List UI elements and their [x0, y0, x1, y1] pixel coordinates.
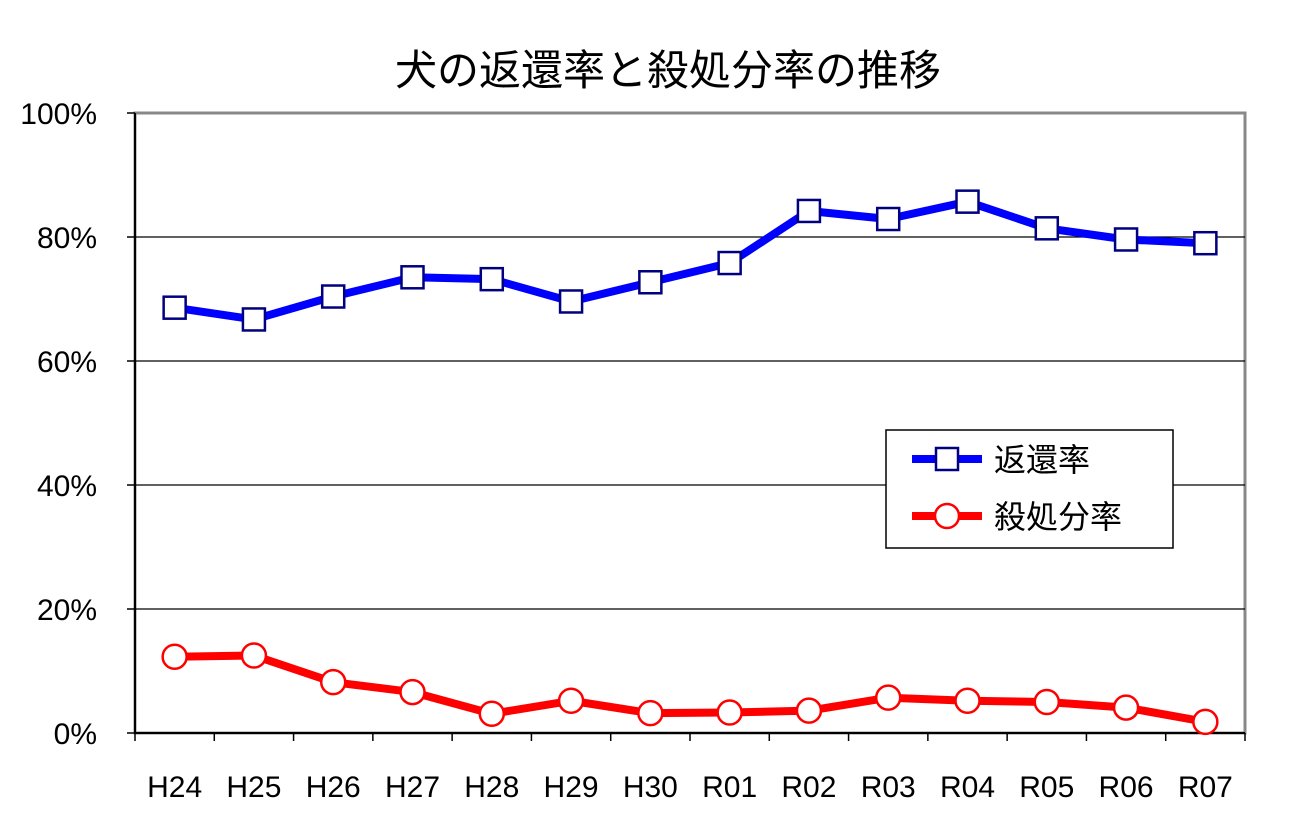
legend-marker [933, 502, 961, 530]
x-tick-label: R03 [861, 771, 916, 804]
data-point [1034, 216, 1060, 241]
y-tick-label: 100% [20, 98, 97, 131]
data-point [875, 206, 901, 232]
data-point [479, 266, 505, 292]
data-point [955, 189, 980, 214]
data-point [954, 687, 981, 715]
x-tick-label: R05 [1019, 771, 1074, 804]
x-tick-label: R02 [781, 771, 836, 804]
data-point [241, 307, 267, 332]
data-point [796, 198, 822, 224]
x-tick-label: H28 [464, 771, 519, 804]
legend-box [885, 429, 1174, 549]
x-tick-label: R01 [702, 771, 757, 804]
data-point [399, 678, 426, 706]
x-tick-label: H29 [544, 771, 599, 804]
series-line-1 [174, 197, 1206, 324]
y-tick-label: 0% [54, 718, 97, 751]
data-point [1033, 688, 1061, 716]
data-point [1192, 708, 1219, 736]
x-tick-label: R04 [940, 771, 995, 804]
data-point [717, 250, 742, 276]
data-point [716, 699, 743, 726]
data-point [478, 700, 506, 728]
legend-label: 殺処分率 [994, 498, 1122, 536]
y-tick-label: 80% [37, 222, 97, 255]
chart-title: 犬の返還率と殺処分率の推移 [395, 46, 941, 95]
data-point [557, 687, 585, 715]
x-tick-label: H30 [623, 771, 678, 804]
x-axis: H24 H25 H26 H27 H28 H29 H30 R01 R02 R03 R04 R05 R06 R… [134, 732, 1246, 804]
x-tick-label: H26 [306, 771, 361, 804]
data-point [161, 643, 188, 670]
y-tick-label: 40% [37, 470, 97, 503]
x-tick-label: H25 [226, 771, 281, 804]
x-tick-label: R06 [1099, 771, 1154, 804]
data-point [874, 684, 902, 711]
plot-area [133, 111, 1247, 735]
data-point [638, 270, 663, 295]
y-tick-label: 60% [37, 346, 97, 379]
x-tick-label: H27 [385, 771, 440, 804]
series-group [161, 189, 1219, 736]
x-tick-label: R07 [1178, 771, 1233, 804]
data-point [1112, 694, 1140, 721]
data-point [162, 295, 187, 320]
legend-label: 返還率 [994, 441, 1090, 479]
y-tick-label: 20% [37, 594, 97, 627]
legend-marker [934, 446, 960, 472]
data-point [240, 642, 268, 669]
y-axis: 0% 20% 40% 60% 80% 100% [20, 98, 136, 751]
data-point [637, 699, 664, 727]
data-point [1193, 230, 1218, 256]
data-point [400, 265, 425, 290]
data-point [558, 289, 584, 314]
data-point [319, 668, 347, 696]
x-tick-label: H24 [147, 771, 202, 804]
data-point [795, 697, 823, 724]
data-point [320, 284, 346, 309]
data-point [1113, 227, 1139, 252]
